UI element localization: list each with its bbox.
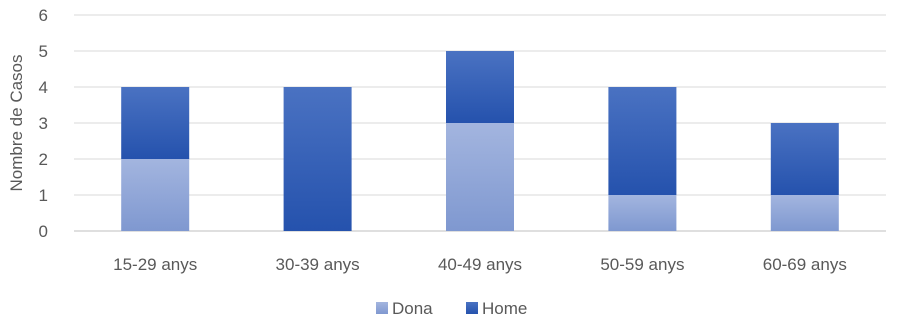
bar-dona: [770, 195, 839, 231]
y-tick-label: 3: [39, 114, 48, 133]
bar-home: [283, 87, 352, 231]
legend-swatch-dona: [376, 302, 388, 314]
bar-dona: [121, 159, 190, 231]
y-axis-ticks: 0 1 2 3 4 5 6: [39, 6, 48, 241]
bars: [121, 51, 839, 231]
bar-home: [608, 87, 677, 195]
y-tick-label: 2: [39, 150, 48, 169]
y-axis-title: Nombre de Casos: [7, 54, 26, 191]
bar-dona: [608, 195, 677, 231]
y-tick-label: 4: [39, 78, 48, 97]
y-tick-label: 1: [39, 186, 48, 205]
y-tick-label: 5: [39, 42, 48, 61]
x-tick-label: 30-39 anys: [276, 255, 360, 274]
x-tick-label: 50-59 anys: [600, 255, 684, 274]
legend-label-dona: Dona: [392, 299, 433, 318]
x-tick-label: 40-49 anys: [438, 255, 522, 274]
bar-home: [446, 51, 514, 123]
y-tick-label: 0: [39, 222, 48, 241]
y-tick-label: 6: [39, 6, 48, 25]
bar-home: [121, 87, 190, 159]
x-tick-label: 15-29 anys: [113, 255, 197, 274]
bar-dona: [446, 123, 514, 231]
x-axis-ticks: 15-29 anys 30-39 anys 40-49 anys 50-59 anys…: [113, 255, 847, 274]
legend-label-home: Home: [482, 299, 527, 318]
legend-swatch-home: [466, 302, 478, 314]
x-tick-label: 60-69 anys: [763, 255, 847, 274]
bar-home: [770, 123, 839, 195]
legend: Dona Home: [376, 299, 527, 318]
